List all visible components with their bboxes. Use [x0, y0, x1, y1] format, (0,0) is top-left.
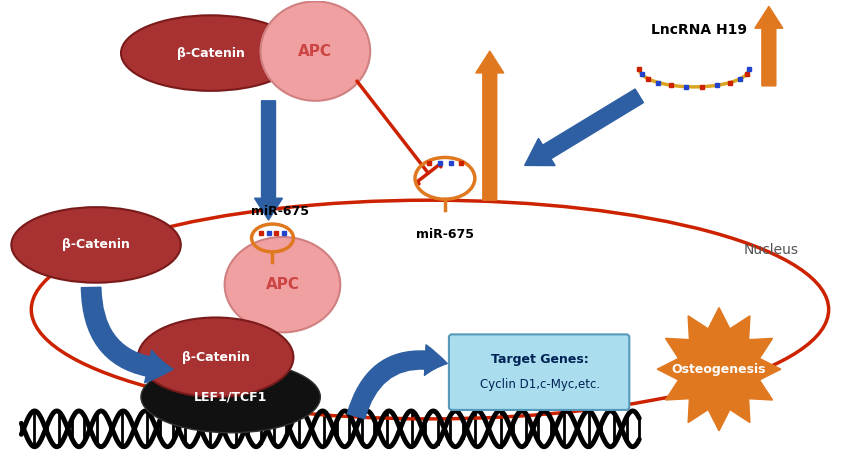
FancyArrowPatch shape: [81, 288, 173, 383]
Text: miR-675: miR-675: [251, 205, 310, 218]
Ellipse shape: [121, 15, 300, 91]
Text: Osteogenesis: Osteogenesis: [672, 363, 766, 376]
FancyArrow shape: [475, 51, 503, 200]
FancyArrow shape: [255, 101, 283, 220]
Ellipse shape: [141, 361, 321, 433]
Ellipse shape: [138, 317, 294, 397]
Ellipse shape: [225, 237, 340, 332]
Text: Target Genes:: Target Genes:: [491, 353, 589, 366]
FancyBboxPatch shape: [449, 335, 629, 410]
Text: miR-675: miR-675: [416, 228, 474, 241]
FancyArrow shape: [525, 89, 644, 165]
Text: APC: APC: [299, 44, 332, 59]
Polygon shape: [657, 308, 781, 431]
Text: Cyclin D1,c-Myc,etc.: Cyclin D1,c-Myc,etc.: [480, 377, 600, 391]
FancyArrowPatch shape: [348, 345, 448, 419]
FancyArrow shape: [755, 7, 783, 86]
Text: β-Catenin: β-Catenin: [182, 351, 250, 364]
Text: β-Catenin: β-Catenin: [62, 239, 130, 252]
Text: LncRNA H19: LncRNA H19: [651, 23, 747, 37]
Ellipse shape: [11, 207, 181, 283]
Text: β-Catenin: β-Catenin: [177, 47, 244, 60]
Text: APC: APC: [266, 277, 299, 292]
Ellipse shape: [261, 1, 371, 101]
Text: Nucleus: Nucleus: [744, 243, 799, 257]
Text: LEF1/TCF1: LEF1/TCF1: [194, 391, 267, 404]
